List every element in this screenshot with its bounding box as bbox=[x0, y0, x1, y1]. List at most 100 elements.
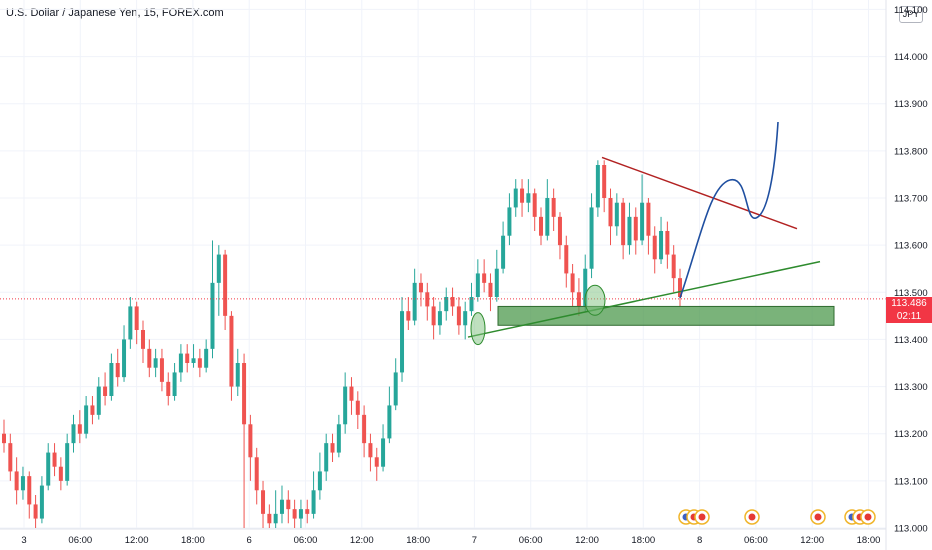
candle-body bbox=[475, 273, 480, 297]
y-tick-label: 113.500 bbox=[894, 288, 928, 299]
candle-body bbox=[570, 273, 575, 293]
candle-body bbox=[456, 306, 461, 326]
candle bbox=[311, 471, 316, 519]
candle bbox=[431, 297, 436, 340]
candle bbox=[374, 447, 379, 481]
candle bbox=[482, 259, 487, 293]
candles bbox=[2, 160, 682, 528]
candle bbox=[103, 372, 108, 406]
candle bbox=[621, 198, 626, 260]
candle bbox=[305, 499, 310, 524]
y-tick-label: 113.200 bbox=[894, 429, 928, 440]
candle-body bbox=[317, 471, 322, 491]
candle-body bbox=[14, 471, 19, 491]
candle bbox=[52, 443, 57, 477]
candle-body bbox=[532, 193, 537, 217]
candle-body bbox=[159, 358, 164, 382]
candle bbox=[678, 268, 682, 307]
candle-body bbox=[33, 504, 38, 519]
candle bbox=[84, 396, 89, 439]
calendar-event-icon bbox=[744, 509, 760, 525]
candle-body bbox=[115, 363, 120, 378]
touch-ellipse bbox=[584, 284, 606, 316]
candle-body bbox=[425, 292, 430, 307]
candle bbox=[602, 160, 607, 213]
candle-body bbox=[292, 509, 297, 519]
candle bbox=[90, 396, 95, 425]
candle bbox=[71, 414, 76, 453]
candle-body bbox=[166, 381, 171, 396]
touch-ellipse bbox=[470, 312, 486, 346]
candle bbox=[298, 499, 303, 528]
x-tick-label: 3 bbox=[21, 535, 26, 546]
candle bbox=[204, 339, 209, 373]
candle bbox=[185, 344, 190, 373]
support-zone bbox=[497, 305, 835, 326]
candle-body bbox=[362, 414, 367, 444]
candle-body bbox=[646, 202, 651, 236]
y-tick-label: 113.900 bbox=[894, 99, 928, 110]
candle bbox=[128, 297, 133, 349]
candle bbox=[330, 433, 335, 462]
candle-body bbox=[261, 490, 266, 514]
candle-body bbox=[77, 424, 82, 434]
candle bbox=[33, 495, 38, 528]
candle bbox=[39, 476, 44, 524]
candle-body bbox=[431, 306, 436, 326]
candle-body bbox=[8, 443, 13, 472]
candle-body bbox=[140, 330, 145, 349]
candle-body bbox=[551, 198, 556, 217]
candle-body bbox=[52, 452, 57, 467]
candle-body bbox=[482, 273, 487, 283]
candle bbox=[659, 216, 664, 264]
candle-body bbox=[46, 452, 51, 486]
candle-body bbox=[400, 311, 405, 373]
x-tick-label: 8 bbox=[697, 535, 702, 546]
candle bbox=[627, 202, 632, 255]
candle bbox=[46, 443, 51, 491]
candle-body bbox=[507, 207, 512, 236]
candle bbox=[2, 419, 6, 453]
candle-body bbox=[469, 297, 474, 312]
candle bbox=[608, 188, 613, 246]
candle-body bbox=[355, 400, 360, 415]
candle-body bbox=[248, 424, 253, 458]
x-tick-label: 18:00 bbox=[857, 535, 881, 546]
y-tick-label: 113.600 bbox=[894, 241, 928, 252]
x-tick-label: 12:00 bbox=[800, 535, 824, 546]
calendar-event-icon bbox=[860, 509, 876, 525]
candle bbox=[191, 344, 196, 368]
candle-body bbox=[2, 433, 6, 444]
currency-button[interactable]: JPY bbox=[899, 6, 923, 23]
candle bbox=[153, 348, 158, 378]
candle-body bbox=[122, 339, 127, 378]
candle bbox=[475, 259, 480, 302]
candle-body bbox=[90, 405, 95, 415]
candle bbox=[671, 245, 676, 293]
candle bbox=[444, 287, 449, 321]
candle bbox=[134, 301, 139, 345]
candle bbox=[336, 414, 341, 458]
candle bbox=[526, 179, 531, 213]
candle-body bbox=[463, 311, 468, 326]
candle bbox=[122, 325, 127, 382]
candle bbox=[343, 372, 348, 434]
candle-body bbox=[298, 509, 303, 519]
candle-body bbox=[627, 216, 632, 246]
candle bbox=[633, 207, 638, 255]
candle bbox=[355, 391, 360, 429]
candle bbox=[261, 480, 266, 528]
current-price: 113.486 bbox=[891, 298, 927, 309]
candle-body bbox=[494, 268, 499, 297]
candle-body bbox=[279, 499, 284, 514]
candle bbox=[279, 485, 284, 524]
candle bbox=[216, 245, 221, 316]
candle bbox=[539, 207, 544, 246]
x-tick-label: 12:00 bbox=[125, 535, 149, 546]
candle-body bbox=[602, 165, 607, 198]
candle bbox=[520, 179, 525, 217]
candle bbox=[20, 466, 25, 500]
candle bbox=[223, 249, 228, 330]
candle-body bbox=[671, 254, 676, 279]
